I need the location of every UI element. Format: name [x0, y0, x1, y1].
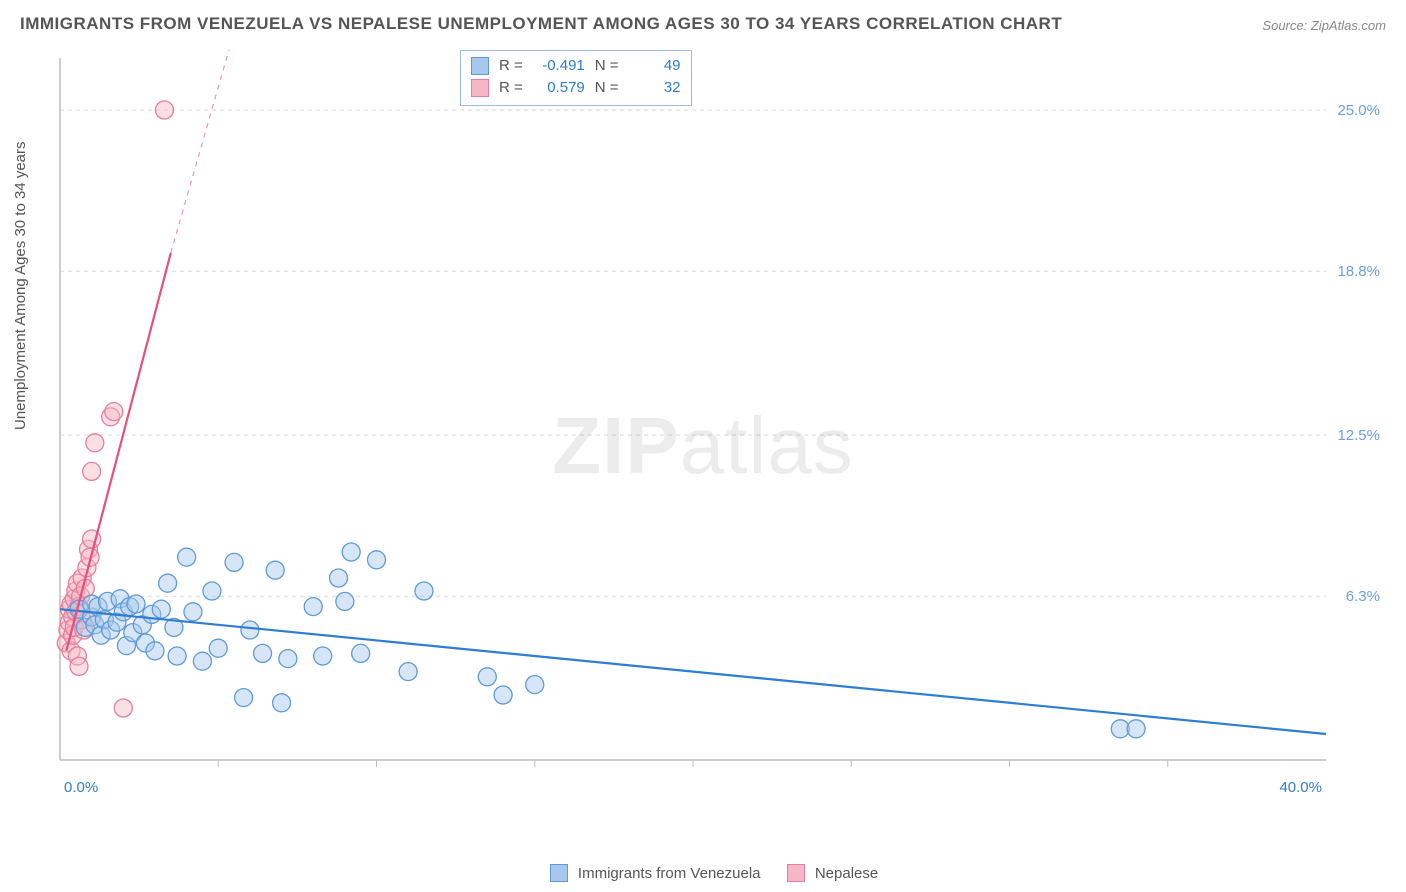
legend-swatch-b [787, 864, 805, 882]
legend-label-a: Immigrants from Venezuela [578, 865, 761, 882]
legend-row: R = 0.579 N = 32 [471, 77, 681, 99]
y-axis-label: Unemployment Among Ages 30 to 34 years [12, 141, 29, 430]
source-name: ZipAtlas.com [1311, 18, 1386, 33]
svg-text:12.5%: 12.5% [1337, 427, 1380, 444]
legend-label-b: Nepalese [815, 865, 878, 882]
svg-text:40.0%: 40.0% [1279, 779, 1322, 796]
svg-text:6.3%: 6.3% [1346, 588, 1380, 605]
series-legend: Immigrants from Venezuela Nepalese [0, 864, 1406, 882]
source-label: Source: [1262, 18, 1307, 33]
r-value: -0.491 [533, 55, 585, 77]
svg-text:25.0%: 25.0% [1337, 102, 1380, 119]
legend-row: R = -0.491 N = 49 [471, 55, 681, 77]
n-label: N = [595, 55, 619, 77]
correlation-legend: R = -0.491 N = 49 R = 0.579 N = 32 [460, 50, 692, 106]
r-value: 0.579 [533, 77, 585, 99]
chart-title: IMMIGRANTS FROM VENEZUELA VS NEPALESE UN… [20, 14, 1062, 34]
chart-svg: 6.3% 12.5% 18.8% 25.0% 0.0% 40.0% [50, 50, 1386, 810]
n-value: 49 [629, 55, 681, 77]
legend-swatch-a [550, 864, 568, 882]
legend-swatch-b [471, 79, 489, 97]
source-attribution: Source: ZipAtlas.com [1262, 18, 1386, 33]
scatter-chart: 6.3% 12.5% 18.8% 25.0% 0.0% 40.0% [50, 50, 1386, 810]
n-value: 32 [629, 77, 681, 99]
r-label: R = [499, 55, 523, 77]
r-label: R = [499, 77, 523, 99]
n-label: N = [595, 77, 619, 99]
svg-text:18.8%: 18.8% [1337, 263, 1380, 280]
svg-text:0.0%: 0.0% [64, 779, 98, 796]
legend-swatch-a [471, 57, 489, 75]
